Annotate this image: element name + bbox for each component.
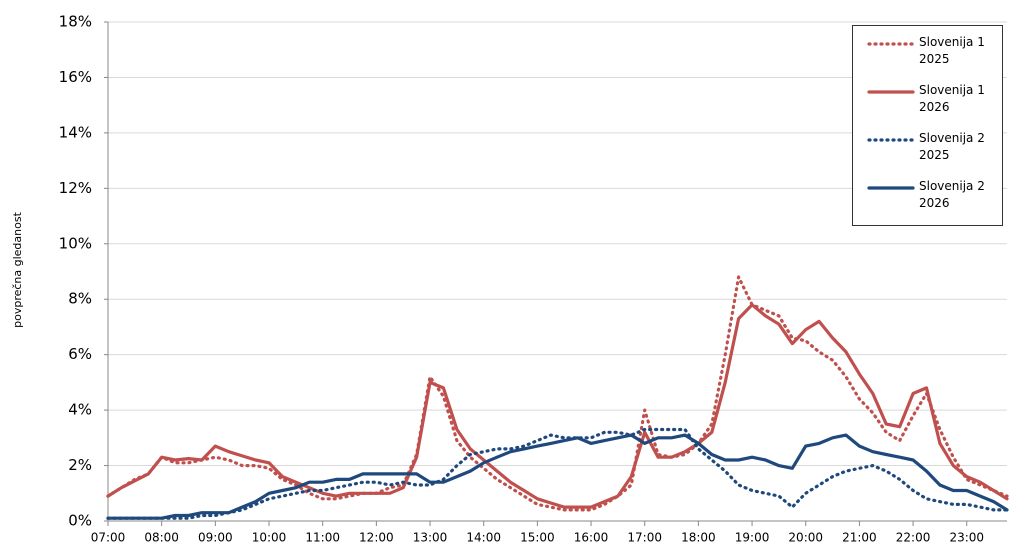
legend-label: Slovenija 1 2025: [919, 35, 985, 66]
y-tick-label: 8%: [68, 290, 92, 308]
x-tick-label: 17:00: [627, 531, 662, 545]
x-tick-label: 23:00: [949, 531, 984, 545]
y-tick-label: 0%: [68, 512, 92, 530]
series-line: [106, 433, 1009, 520]
x-tick-label: 22:00: [896, 531, 931, 545]
x-tick-label: 13:00: [413, 531, 448, 545]
legend-swatch: [867, 90, 915, 94]
y-tick-label: 16%: [59, 68, 92, 86]
x-tick-label: 08:00: [144, 531, 179, 545]
legend-swatch: [867, 138, 915, 142]
y-tick-label: 10%: [59, 234, 92, 252]
legend-item: Slovenija 1 2025: [853, 34, 1002, 82]
x-tick-label: 07:00: [91, 531, 126, 545]
legend-label: Slovenija 2 2026: [919, 179, 985, 210]
series-line: [106, 303, 1009, 509]
x-tick-label: 16:00: [574, 531, 609, 545]
y-tick-label: 14%: [59, 123, 92, 141]
series-line: [106, 275, 1009, 512]
y-tick-label: 12%: [59, 179, 92, 197]
legend: Slovenija 1 2025 Slovenija 1 2026 Slovenij…: [852, 25, 1003, 226]
y-tick-label: 6%: [68, 345, 92, 363]
x-tick-label: 12:00: [359, 531, 394, 545]
y-tick-label: 2%: [68, 456, 92, 474]
x-tick-label: 20:00: [788, 531, 823, 545]
legend-item: Slovenija 2 2026: [853, 178, 1002, 226]
x-tick-label: 10:00: [252, 531, 287, 545]
legend-swatch: [867, 186, 915, 190]
legend-swatch: [867, 42, 915, 46]
legend-item: Slovenija 1 2026: [853, 82, 1002, 130]
x-tick-label: 19:00: [735, 531, 770, 545]
series-line: [106, 427, 1009, 520]
x-tick-label: 21:00: [842, 531, 877, 545]
legend-label: Slovenija 2 2025: [919, 131, 985, 162]
x-tick-label: 15:00: [520, 531, 555, 545]
y-axis-label: povprečna gledanost: [11, 211, 24, 327]
x-tick-label: 11:00: [305, 531, 340, 545]
x-tick-label: 18:00: [681, 531, 716, 545]
x-tick-label: 09:00: [198, 531, 233, 545]
x-tick-label: 14:00: [466, 531, 501, 545]
legend-label: Slovenija 1 2026: [919, 83, 985, 114]
y-tick-label: 4%: [68, 401, 92, 419]
y-tick-label: 18%: [59, 13, 92, 31]
legend-item: Slovenija 2 2025: [853, 130, 1002, 178]
